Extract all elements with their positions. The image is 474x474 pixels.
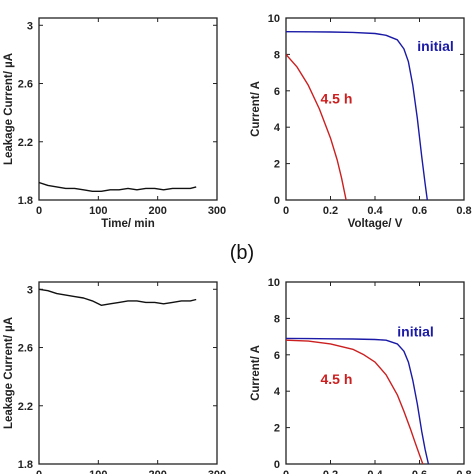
x-axis-label: Time/ min bbox=[101, 218, 154, 230]
x-tick-label: 200 bbox=[148, 205, 166, 217]
y-tick-label: 2.2 bbox=[18, 401, 33, 413]
annotation-initial: initial bbox=[417, 38, 454, 54]
x-tick-label: 100 bbox=[89, 469, 107, 474]
x-tick-label: 0 bbox=[283, 469, 289, 474]
y-axis-label: Current/ A bbox=[250, 345, 262, 401]
y-tick-label: 8 bbox=[274, 49, 280, 61]
panel-label: (b) bbox=[230, 242, 254, 264]
y-tick-label: 2.2 bbox=[18, 137, 33, 149]
y-axis-label: Current/ A bbox=[250, 81, 262, 137]
y-tick-label: 0 bbox=[274, 459, 280, 471]
axes-frame bbox=[38, 17, 218, 201]
x-tick-label: 0.4 bbox=[367, 469, 383, 474]
chart-panel-2: 0 0.2 0.4 0.6 0.8 0 2 4 6 8 10 Voltage/ V Current/ A… bbox=[250, 13, 472, 230]
y-tick-label: 1.8 bbox=[18, 459, 33, 471]
x-tick-label: 0 bbox=[36, 205, 42, 217]
series-line-1 bbox=[39, 181, 197, 192]
x-tick-label: 300 bbox=[208, 469, 226, 474]
y-tick-label: 4 bbox=[274, 386, 281, 398]
y-tick-label: 2 bbox=[274, 159, 280, 171]
y-tick-label: 0 bbox=[274, 195, 280, 207]
y-tick-label: 6 bbox=[274, 350, 280, 362]
x-tick-label: 0 bbox=[283, 205, 289, 217]
x-tick-label: 300 bbox=[208, 205, 226, 217]
chart-panel-4: 0 0.2 0.4 0.6 0.8 0 2 4 6 8 10 Current/ A initial 4.5… bbox=[250, 277, 472, 474]
x-tick-label: 0.4 bbox=[367, 205, 383, 217]
annotation-4-5-h: 4.5 h bbox=[320, 91, 352, 107]
x-tick-label: 0.6 bbox=[412, 205, 427, 217]
y-tick-label: 10 bbox=[268, 277, 280, 289]
chart-panel-1: 0 100 200 300 1.8 2.2 2.6 3 Time/ min Leakage Cur… bbox=[3, 17, 226, 230]
y-axis-label: Leakage Current/ µA bbox=[3, 53, 15, 165]
x-tick-label: 0 bbox=[36, 469, 42, 474]
y-axis-label: Leakage Current/ µA bbox=[3, 317, 15, 429]
y-tick-label: 6 bbox=[274, 86, 280, 98]
y-tick-label: 2.6 bbox=[18, 79, 33, 91]
chart-panel-3: 0 100 200 300 1.8 2.2 2.6 3 Leakage Current/ µA bbox=[3, 281, 226, 474]
x-tick-label: 0.2 bbox=[323, 469, 338, 474]
series-line-1 bbox=[39, 288, 197, 306]
annotation-4-5-h: 4.5 h bbox=[320, 371, 352, 387]
x-tick-label: 0.2 bbox=[323, 205, 338, 217]
x-axis-label: Voltage/ V bbox=[348, 218, 403, 230]
y-tick-label: 2.6 bbox=[18, 343, 33, 355]
x-tick-label: 200 bbox=[148, 469, 166, 474]
series-line-4-5-h bbox=[286, 53, 347, 200]
x-tick-label: 100 bbox=[89, 205, 107, 217]
y-tick-label: 8 bbox=[274, 313, 280, 325]
y-tick-label: 3 bbox=[27, 20, 33, 32]
axes-frame bbox=[38, 281, 218, 465]
y-tick-label: 3 bbox=[27, 284, 33, 296]
series-line-4-5-h bbox=[286, 339, 424, 464]
y-tick-label: 4 bbox=[274, 122, 281, 134]
x-tick-label: 0.6 bbox=[412, 469, 427, 474]
annotation-initial: initial bbox=[397, 324, 434, 340]
y-tick-label: 1.8 bbox=[18, 195, 33, 207]
x-tick-label: 0.8 bbox=[456, 205, 471, 217]
series-line-initial bbox=[286, 337, 430, 464]
y-tick-label: 10 bbox=[268, 13, 280, 25]
x-tick-label: 0.8 bbox=[456, 469, 471, 474]
axes-frame bbox=[285, 281, 465, 465]
y-tick-label: 2 bbox=[274, 423, 280, 435]
series-line-initial bbox=[286, 31, 428, 200]
